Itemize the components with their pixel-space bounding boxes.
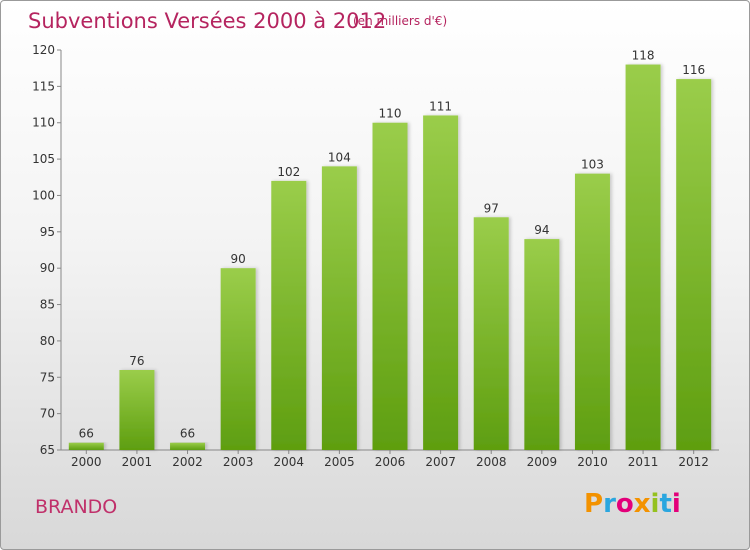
y-tick-label: 105 — [32, 152, 55, 166]
y-tick-label: 80 — [40, 334, 55, 348]
bar-2009 — [524, 239, 560, 450]
value-label-2010: 103 — [581, 158, 604, 172]
bar-2010 — [574, 173, 610, 451]
value-label-2012: 116 — [682, 63, 705, 77]
x-tick-label-2011: 2011 — [628, 455, 659, 469]
x-tick-label-2004: 2004 — [273, 455, 304, 469]
x-tick-label-2006: 2006 — [375, 455, 406, 469]
y-tick-label: 110 — [32, 116, 55, 130]
chart-subtitle: (en milliers d'€) — [353, 14, 448, 28]
value-label-2011: 118 — [632, 49, 655, 63]
x-tick-label-2000: 2000 — [71, 455, 102, 469]
logo-letter: i — [671, 489, 681, 519]
logo-letter: P — [584, 489, 604, 519]
bar-2001 — [119, 370, 155, 450]
value-label-2000: 66 — [79, 427, 94, 441]
logo-letter: i — [650, 489, 660, 519]
x-tick-label-2005: 2005 — [324, 455, 355, 469]
value-label-2003: 90 — [231, 252, 246, 266]
chart-title: Subventions Versées 2000 à 2012 — [28, 9, 387, 33]
y-tick-label: 75 — [40, 370, 55, 384]
logo-letter: r — [603, 489, 616, 519]
x-tick-label-2008: 2008 — [476, 455, 507, 469]
value-label-2007: 111 — [429, 99, 452, 113]
value-label-2005: 104 — [328, 150, 351, 164]
bar-2002 — [170, 442, 206, 450]
y-tick-label: 85 — [40, 298, 55, 312]
y-tick-label: 95 — [40, 225, 55, 239]
x-tick-label-2007: 2007 — [425, 455, 456, 469]
y-tick-label: 115 — [32, 79, 55, 93]
y-tick-label: 120 — [32, 43, 55, 57]
bar-2008 — [473, 217, 509, 450]
x-tick-label-2002: 2002 — [172, 455, 203, 469]
bar-2003 — [220, 268, 256, 450]
logo-letter: t — [659, 489, 672, 519]
y-tick-label: 90 — [40, 261, 55, 275]
value-label-2004: 102 — [277, 165, 300, 179]
logo-letter: x — [633, 489, 651, 519]
x-tick-label-2003: 2003 — [223, 455, 254, 469]
value-label-2006: 110 — [379, 107, 402, 121]
bar-2007 — [423, 115, 459, 451]
y-tick-label: 100 — [32, 188, 55, 202]
bar-2011 — [625, 64, 661, 450]
x-tick-label-2012: 2012 — [678, 455, 709, 469]
x-tick-label-2010: 2010 — [577, 455, 608, 469]
chart-bars — [68, 64, 712, 451]
chart-axes: 65 70 75 80 85 90 95 100 105 110 115 120 — [32, 43, 719, 457]
y-tick-label: 65 — [40, 443, 55, 457]
bar-2005 — [321, 166, 357, 450]
logo-letter: o — [615, 489, 634, 519]
bar-2006 — [372, 122, 408, 451]
value-label-2009: 94 — [534, 223, 549, 237]
y-tick-label: 70 — [40, 407, 55, 421]
commune-name: BRANDO — [35, 496, 118, 518]
value-label-2008: 97 — [484, 201, 499, 215]
chart-labels: 2000 66 2001 76 2002 66 2003 90 2004 102 2005 104 20… — [71, 49, 709, 469]
proxiti-logo: Proxiti — [584, 489, 681, 519]
bar-2000 — [68, 442, 104, 450]
value-label-2001: 76 — [129, 354, 144, 368]
bar-2004 — [271, 180, 307, 450]
bar-2012 — [676, 79, 712, 450]
x-tick-label-2009: 2009 — [527, 455, 558, 469]
value-label-2002: 66 — [180, 427, 195, 441]
x-tick-label-2001: 2001 — [122, 455, 153, 469]
